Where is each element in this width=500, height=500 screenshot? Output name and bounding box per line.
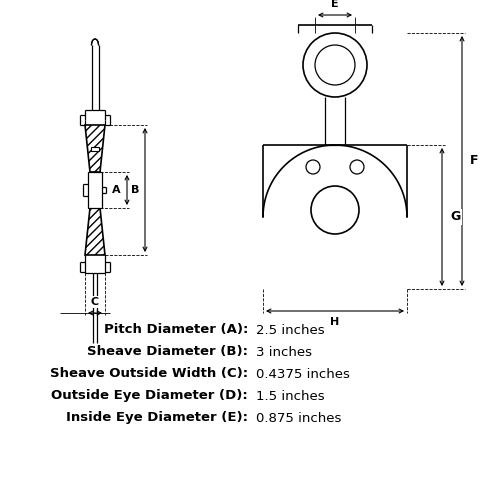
Text: B: B: [130, 185, 139, 195]
Text: A: A: [112, 185, 121, 195]
Text: 0.4375 inches: 0.4375 inches: [256, 368, 350, 380]
Text: 0.875 inches: 0.875 inches: [256, 412, 342, 424]
Polygon shape: [85, 208, 105, 255]
Text: F: F: [470, 154, 478, 168]
Text: Sheave Outside Width (C):: Sheave Outside Width (C):: [50, 368, 248, 380]
Text: H: H: [330, 317, 340, 327]
Text: C: C: [91, 297, 99, 307]
Text: E: E: [331, 0, 339, 9]
Polygon shape: [85, 125, 105, 172]
Text: 2.5 inches: 2.5 inches: [256, 324, 324, 336]
Polygon shape: [88, 172, 102, 208]
Text: Pitch Diameter (A):: Pitch Diameter (A):: [104, 324, 248, 336]
Text: Inside Eye Diameter (E):: Inside Eye Diameter (E):: [66, 412, 248, 424]
Polygon shape: [91, 147, 99, 151]
Text: G: G: [450, 210, 460, 224]
Text: Sheave Diameter (B):: Sheave Diameter (B):: [87, 346, 248, 358]
Text: Outside Eye Diameter (D):: Outside Eye Diameter (D):: [52, 390, 248, 402]
Text: 1.5 inches: 1.5 inches: [256, 390, 324, 402]
Text: 3 inches: 3 inches: [256, 346, 312, 358]
